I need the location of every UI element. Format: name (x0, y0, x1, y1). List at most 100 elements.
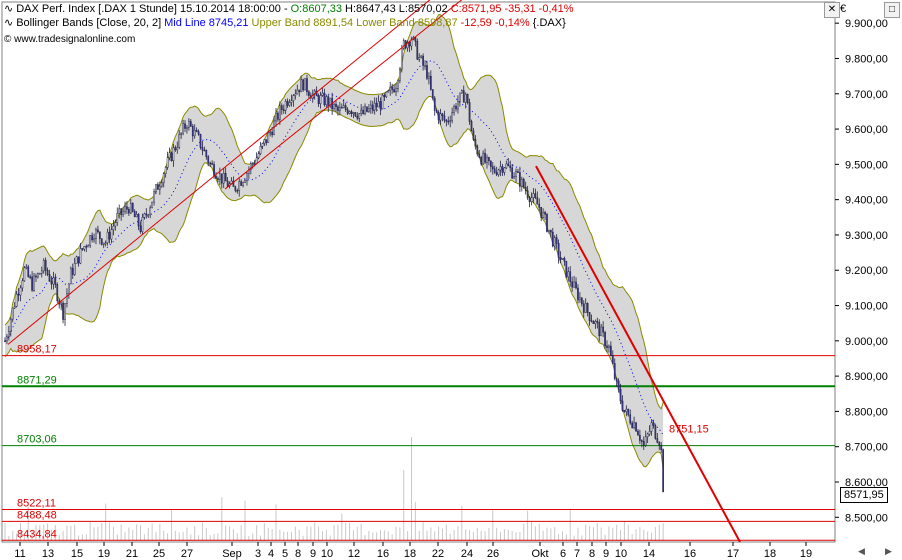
candle-body (551, 231, 554, 247)
x-tick-label: 13 (42, 548, 54, 560)
candle-body (172, 147, 175, 162)
candle-body (379, 101, 382, 110)
candle-body (633, 422, 635, 428)
currency-label: € (840, 3, 847, 15)
x-tick-label: 10 (321, 548, 333, 560)
candle-body (391, 86, 393, 90)
volume-bars (4, 437, 664, 542)
header-line-2: ∿ Bollinger Bands [Close, 20, 2] Mid Line … (4, 17, 569, 30)
candle-body (93, 238, 95, 241)
candle-body (69, 267, 72, 285)
candle-body (433, 97, 436, 111)
candle-body (52, 277, 55, 285)
candle-body (509, 165, 512, 169)
candle-body (464, 93, 467, 103)
candle-body (234, 186, 237, 191)
candle-body (472, 130, 475, 140)
candle-body (627, 408, 630, 416)
candle-body (6, 336, 8, 342)
candle-body (224, 172, 227, 182)
candle-body (153, 191, 155, 203)
candlesticks (4, 35, 664, 493)
candle-body (120, 208, 122, 215)
candle-body (511, 167, 513, 179)
candle-body (60, 302, 62, 305)
candle-body (414, 37, 417, 42)
candle-body (580, 297, 583, 305)
candle-body (133, 211, 136, 218)
candle-body (112, 225, 115, 230)
x-tick-label: 3 (255, 548, 261, 560)
candle-body (54, 277, 57, 285)
candle-body (368, 108, 370, 112)
candle-body (164, 167, 167, 174)
candle-body (35, 275, 37, 278)
candle-body (530, 197, 533, 202)
x-tick-label: 26 (487, 548, 499, 560)
upper-band-line (4, 14, 664, 410)
candle-body (474, 139, 477, 147)
candle-body (383, 94, 386, 98)
candle-body (571, 281, 574, 288)
candle-body (308, 91, 310, 96)
maximize-icon[interactable]: □ (884, 2, 900, 18)
candle-body (352, 112, 355, 115)
candle-body (577, 287, 579, 301)
x-tick-label: 15 (71, 548, 83, 560)
candle-body (271, 131, 273, 135)
x-tick-label: 27 (181, 548, 193, 560)
candle-body (29, 276, 32, 278)
candle-body (147, 214, 150, 217)
candle-body (513, 176, 515, 179)
candle-body (520, 178, 523, 187)
x-tick-label: 8 (589, 548, 595, 560)
x-tick-label: 9 (603, 548, 609, 560)
level-label: 8703,06 (17, 434, 57, 446)
candle-body (23, 267, 26, 282)
candle-body (337, 106, 339, 111)
candle-body (288, 102, 291, 106)
candle-body (439, 113, 442, 121)
bands-icon: ∿ (4, 17, 14, 29)
candle-body (453, 105, 455, 114)
candle-body (236, 190, 239, 192)
x-tick-label: 5 (282, 548, 288, 560)
candle-body (157, 184, 159, 190)
candle-body (621, 400, 624, 411)
candle-body (617, 380, 620, 390)
candle-body (126, 206, 128, 210)
candle-body (102, 242, 105, 245)
candle-body (443, 115, 446, 121)
y-tick-label: 9.000,00 (845, 336, 888, 348)
candle-body (559, 257, 562, 260)
candle-body (106, 231, 109, 244)
candle-body (327, 96, 330, 107)
candle-body (482, 152, 484, 165)
candle-body (457, 100, 459, 110)
candle-body (462, 90, 465, 103)
trendlines: 8751,15 (7, 0, 741, 543)
scroll-left-icon[interactable]: ◀ (858, 546, 865, 556)
candle-body (441, 113, 444, 117)
x-tick-label: 10 (615, 548, 627, 560)
candle-body (602, 326, 604, 333)
candle-body (497, 169, 500, 175)
scroll-right-icon[interactable]: ▶ (885, 546, 892, 556)
candle-body (145, 213, 148, 216)
candle-body (302, 79, 304, 91)
close-icon[interactable]: ✕ (824, 2, 840, 18)
y-tick-label: 9.400,00 (845, 195, 888, 207)
candle-body (323, 92, 326, 106)
candle-body (87, 245, 90, 248)
candle-body (13, 306, 16, 309)
candle-body (68, 283, 70, 295)
candle-body (333, 103, 335, 109)
x-tick-label: 11 (14, 548, 25, 560)
candle-body (17, 293, 20, 296)
candle-body (350, 111, 353, 115)
candle-body (480, 156, 483, 165)
candle-body (534, 193, 537, 198)
candle-body (222, 172, 225, 184)
y-tick-label: 9.500,00 (845, 159, 888, 171)
x-tick-label: 8 (295, 548, 301, 560)
